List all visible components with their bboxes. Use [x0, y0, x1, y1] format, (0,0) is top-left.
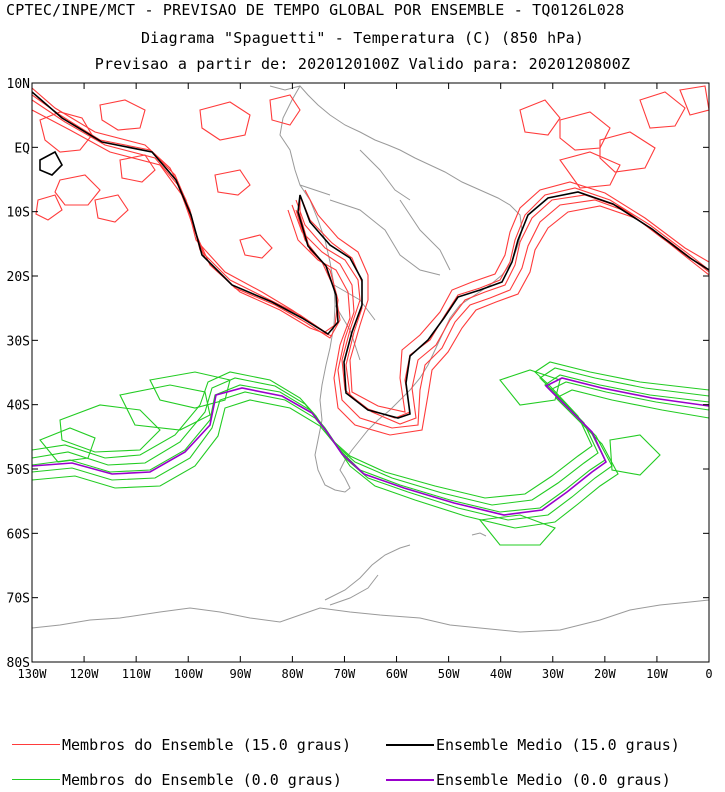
lat-label: 30S — [7, 334, 30, 349]
lon-label: 70W — [334, 667, 356, 681]
legend-swatch-green — [12, 779, 60, 780]
lon-label: 10W — [646, 667, 668, 681]
lat-label: EQ — [14, 141, 30, 156]
lat-label: 20S — [7, 270, 30, 285]
title-line-1: CPTEC/INPE/MCT - PREVISAO DE TEMPO GLOBA… — [6, 1, 625, 19]
legend-members-0c: Membros do Ensemble (0.0 graus) — [12, 771, 342, 789]
legend-label-members-0c: Membros do Ensemble (0.0 graus) — [62, 771, 342, 789]
lon-label: 0 — [705, 667, 712, 681]
legend-label-mean-0c: Ensemble Medio (0.0 graus) — [436, 771, 671, 789]
lon-label: 40W — [490, 667, 512, 681]
lon-label: 100W — [174, 667, 204, 681]
longitude-axis: 130W 120W 110W 100W 90W 80W 70W 60W 50W 40W 30W 20W… — [18, 83, 713, 681]
ensemble-members-15c — [32, 85, 709, 436]
south-georgia — [471, 532, 487, 537]
central-america-coast — [269, 85, 301, 91]
spaghetti-map: 10N EQ 10S 20S 30S 40S 50S 60S 70S 80S 130W 120W 11… — [7, 77, 713, 681]
lon-label: 20W — [594, 667, 616, 681]
antarctic-peninsula — [324, 544, 411, 606]
legend-mean-15c: Ensemble Medio (15.0 graus) — [386, 736, 680, 754]
ensemble-members-0c — [32, 361, 709, 546]
title-line-3: Previsao a partir de: 2020120100Z Valido… — [94, 55, 631, 73]
legend-members-15c: Membros do Ensemble (15.0 graus) — [12, 736, 351, 754]
lon-label: 80W — [282, 667, 304, 681]
lat-label: 50S — [7, 463, 30, 478]
lat-label: 40S — [7, 399, 30, 414]
lon-label: 110W — [122, 667, 152, 681]
lat-label: 60S — [7, 527, 30, 542]
legend-swatch-purple — [386, 778, 434, 781]
coastlines — [32, 85, 709, 633]
ensemble-mean-0c — [32, 377, 709, 516]
country-borders — [299, 149, 451, 361]
lat-label: 10N — [7, 77, 30, 92]
south-america-coast — [279, 85, 523, 493]
lon-label: 120W — [70, 667, 100, 681]
map-frame — [31, 82, 710, 663]
lon-label: 60W — [386, 667, 408, 681]
legend-swatch-red — [12, 744, 60, 745]
lat-label: 80S — [7, 656, 30, 671]
legend-mean-0c: Ensemble Medio (0.0 graus) — [386, 771, 671, 789]
antarctica-coast — [32, 599, 709, 633]
title-line-2: Diagrama "Spaguetti" - Temperatura (C) (… — [140, 29, 585, 47]
legend-label-members-15c: Membros do Ensemble (15.0 graus) — [62, 736, 351, 754]
legend-label-mean-15c: Ensemble Medio (15.0 graus) — [436, 736, 680, 754]
ensemble-mean-15c — [32, 91, 709, 419]
lat-label: 70S — [7, 592, 30, 607]
legend-swatch-black — [386, 743, 434, 746]
lon-label: 30W — [542, 667, 564, 681]
latitude-axis: 10N EQ 10S 20S 30S 40S 50S 60S 70S 80S — [7, 77, 709, 671]
lon-label: 130W — [18, 667, 48, 681]
lat-label: 10S — [7, 206, 30, 221]
lon-label: 50W — [438, 667, 460, 681]
lon-label: 90W — [229, 667, 251, 681]
